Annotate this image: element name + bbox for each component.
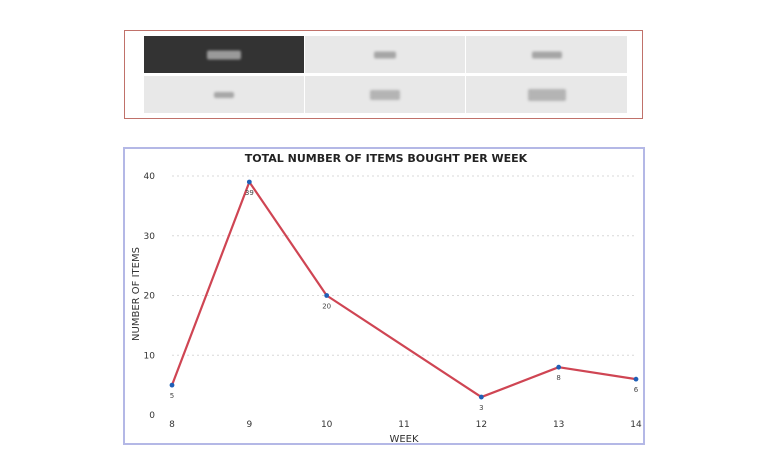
tile-label-redacted	[531, 51, 562, 58]
data-point	[246, 179, 252, 185]
tile-label-redacted	[214, 91, 234, 98]
series-line	[170, 180, 637, 399]
line-chart: TOTAL NUMBER OF ITEMS BOUGHT PER WEEK 0 1…	[131, 152, 642, 445]
tile-3[interactable]	[466, 36, 627, 73]
x-tick-label: 14	[630, 420, 642, 430]
x-tick-label: 11	[398, 420, 409, 430]
data-label: 8	[556, 374, 560, 382]
data-point	[633, 376, 639, 382]
data-label: 39	[245, 189, 254, 197]
y-tick-label: 0	[149, 411, 155, 421]
tile-label-redacted	[374, 51, 396, 58]
x-tick-label: 13	[553, 420, 564, 430]
tile-6[interactable]	[466, 76, 627, 113]
data-label: 5	[170, 392, 174, 400]
y-tick-label: 30	[144, 232, 156, 242]
y-axis-ticks: 0 10 20 30 40	[144, 172, 156, 421]
data-point	[324, 293, 330, 298]
grid-lines	[172, 175, 636, 356]
y-tick-label: 20	[144, 292, 156, 302]
data-points	[169, 179, 639, 400]
data-point	[169, 382, 175, 388]
tile-5[interactable]	[305, 76, 465, 113]
x-axis-ticks: 8 9 10 11 12 13 14	[169, 420, 642, 430]
tile-1[interactable]	[144, 36, 304, 73]
data-labels: 5 39 20 3 8 6	[170, 189, 639, 412]
data-label: 20	[322, 303, 331, 311]
x-tick-label: 12	[476, 420, 487, 430]
x-axis-title: WEEK	[389, 434, 419, 445]
chart-panel: TOTAL NUMBER OF ITEMS BOUGHT PER WEEK 0 1…	[123, 147, 645, 445]
tile-2[interactable]	[305, 36, 465, 73]
tile-panel	[124, 30, 643, 119]
data-point	[478, 394, 484, 400]
y-tick-label: 40	[144, 172, 156, 182]
y-tick-label: 10	[144, 351, 156, 361]
data-point	[556, 364, 562, 370]
tile-grid	[144, 36, 627, 113]
y-axis-title: NUMBER OF ITEMS	[131, 247, 142, 341]
tile-label-redacted	[527, 88, 566, 101]
tile-4[interactable]	[144, 76, 304, 113]
x-tick-label: 8	[169, 420, 175, 430]
x-tick-label: 9	[246, 420, 252, 430]
data-label: 6	[634, 386, 639, 394]
x-tick-label: 10	[321, 420, 333, 430]
chart-title: TOTAL NUMBER OF ITEMS BOUGHT PER WEEK	[245, 152, 528, 165]
tile-label-redacted	[207, 50, 241, 59]
data-label: 3	[479, 404, 483, 412]
tile-label-redacted	[370, 89, 400, 100]
